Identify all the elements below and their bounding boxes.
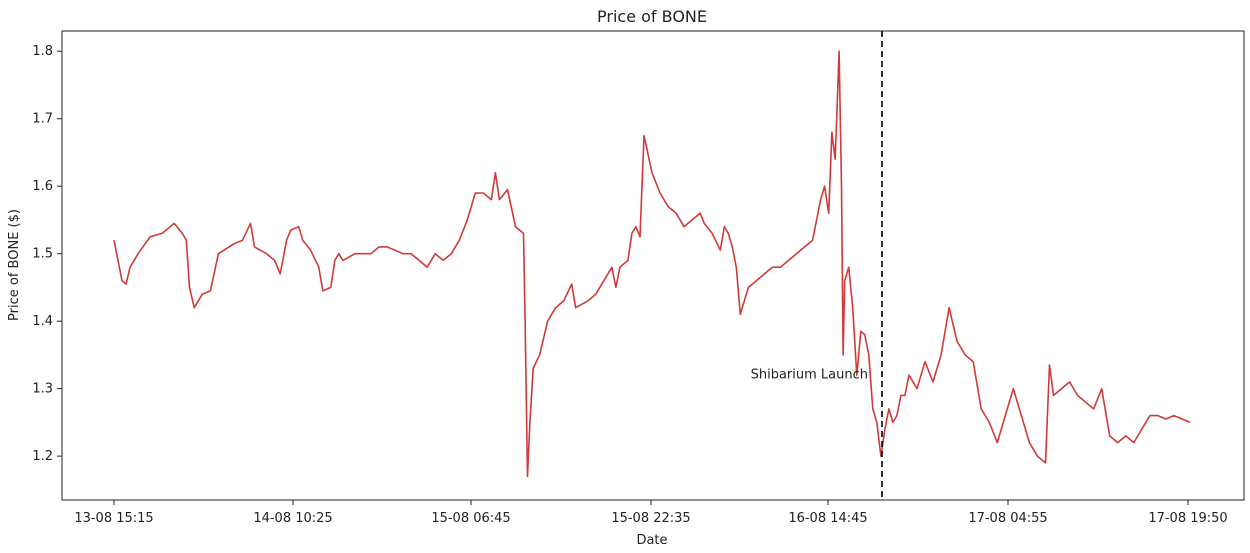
y-tick-label: 1.2 (32, 449, 53, 464)
y-tick-label: 1.5 (32, 247, 53, 262)
x-axis-title: Date (636, 533, 667, 548)
launch-annotation: Shibarium Launch (751, 368, 868, 383)
plot-area: 1.2 1.3 1.4 1.5 1.6 1.7 1.8 13-08 15:15 14-08 10… (32, 30, 1245, 526)
x-tick-label: 13-08 15:15 (74, 511, 153, 526)
chart-title: Price of BONE (597, 7, 707, 26)
x-tick-label: 17-08 04:55 (968, 511, 1047, 526)
plot-frame (61, 30, 1245, 501)
x-tick-label: 17-08 19:50 (1148, 511, 1227, 526)
y-tick-label: 1.3 (32, 382, 53, 397)
x-tick-label: 14-08 10:25 (253, 511, 332, 526)
y-tick-label: 1.6 (32, 179, 53, 194)
price-line (113, 50, 1191, 478)
y-tick-label: 1.8 (32, 44, 53, 59)
y-axis-title: Price of BONE ($) (7, 209, 22, 321)
x-tick-label: 15-08 22:35 (611, 511, 690, 526)
x-tick-label: 15-08 06:45 (431, 511, 510, 526)
y-tick-label: 1.4 (32, 314, 53, 329)
x-tick-label: 16-08 14:45 (788, 511, 867, 526)
y-tick-label: 1.7 (32, 112, 53, 127)
